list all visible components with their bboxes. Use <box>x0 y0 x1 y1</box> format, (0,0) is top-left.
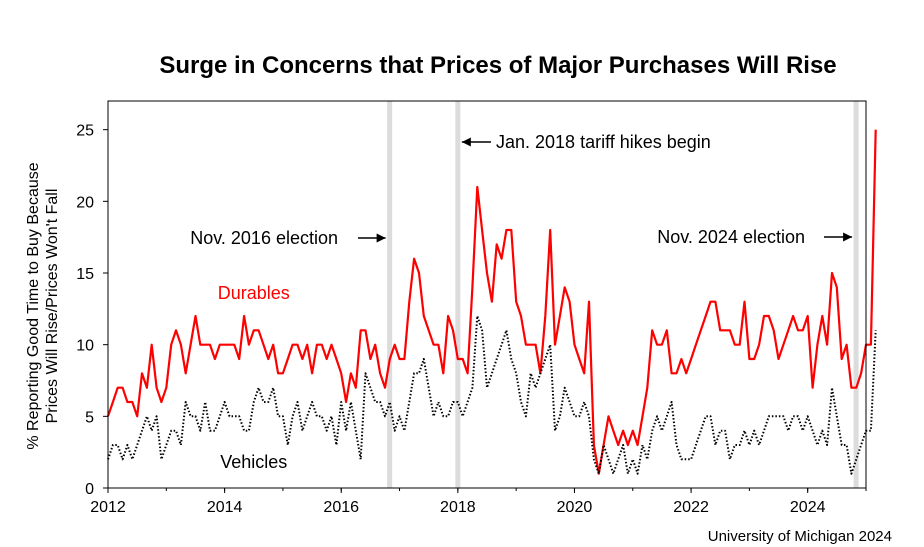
annotation-nov-2024: Nov. 2024 election <box>657 227 805 247</box>
y-axis-label-line2: Prices Will Rise/Prices Won't Fall <box>44 189 61 424</box>
y-tick-label: 5 <box>85 409 94 426</box>
x-tick-label: 2014 <box>207 499 243 516</box>
source-note: University of Michigan 2024 <box>708 528 892 545</box>
x-tick-label: 2022 <box>673 499 709 516</box>
event-band-1 <box>455 101 461 488</box>
x-tick-label: 2020 <box>557 499 593 516</box>
x-tick-label: 2012 <box>90 499 126 516</box>
chart-title: Surge in Concerns that Prices of Major P… <box>159 52 836 79</box>
series-line-durables <box>106 129 877 475</box>
x-axis: 2012 2014 2016 2018 2020 2022 2024 <box>90 488 867 516</box>
event-band-2 <box>853 101 859 488</box>
x-tick-label: 2024 <box>790 499 826 516</box>
series-label-durables: Durables <box>218 283 290 303</box>
y-axis-label-line1: % Reporting Good Time to Buy Because <box>25 162 42 449</box>
annotation-jan-2018: Jan. 2018 tariff hikes begin <box>496 132 711 152</box>
arrow-nov-2024-head <box>843 232 853 242</box>
event-bands <box>387 101 859 488</box>
series-lines <box>106 129 877 475</box>
event-band-0 <box>387 101 393 488</box>
y-tick-label: 15 <box>76 266 94 283</box>
y-tick-label: 25 <box>76 123 94 140</box>
series-line-vehicles <box>107 315 877 475</box>
annotation-nov-2016: Nov. 2016 election <box>190 228 338 248</box>
arrow-nov-2016-head <box>376 233 386 243</box>
y-axis: 0 5 10 15 20 25 <box>76 123 108 498</box>
x-tick-label: 2016 <box>323 499 359 516</box>
annotations: Nov. 2016 election Jan. 2018 tariff hikes… <box>190 132 853 248</box>
y-tick-label: 0 <box>85 481 94 498</box>
arrow-jan-2018-head <box>461 137 471 147</box>
series-labels: Durables Vehicles <box>218 283 290 472</box>
x-tick-label: 2018 <box>440 499 476 516</box>
plot-frame <box>107 100 867 489</box>
y-tick-label: 20 <box>76 194 94 211</box>
series-label-vehicles: Vehicles <box>220 452 287 472</box>
y-tick-label: 10 <box>76 338 94 355</box>
